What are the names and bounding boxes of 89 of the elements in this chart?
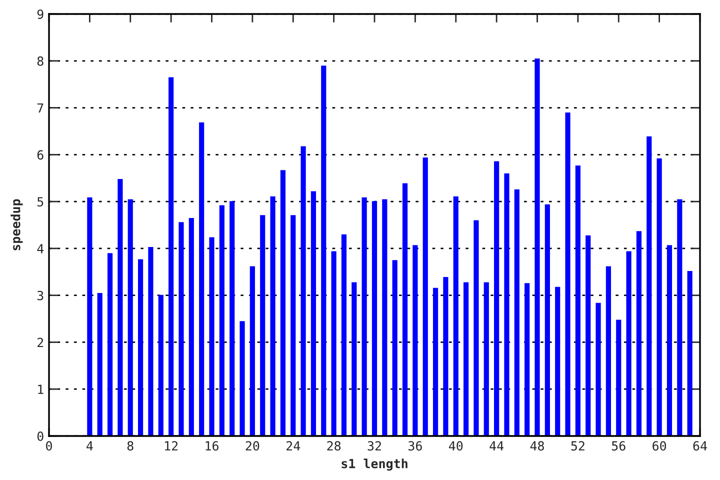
bar — [514, 189, 520, 436]
x-tick-label: 40 — [448, 441, 463, 451]
x-tick-label: 56 — [612, 441, 626, 451]
bar — [87, 197, 92, 436]
x-tick-label: 64 — [693, 441, 707, 451]
bar — [219, 205, 224, 436]
y-tick-label: 7 — [37, 103, 44, 113]
x-tick-label: 44 — [490, 441, 504, 450]
bar — [687, 270, 692, 436]
x-tick-label: 24 — [286, 441, 300, 450]
y-tick-label: 2 — [38, 338, 44, 348]
bar — [270, 196, 276, 436]
bar — [188, 218, 194, 436]
bar — [148, 247, 154, 436]
bar — [636, 231, 642, 436]
y-tick-label: 8 — [37, 56, 44, 66]
bar — [138, 259, 144, 436]
x-tick-label: 16 — [206, 441, 218, 451]
bar — [310, 191, 316, 436]
bar — [260, 215, 266, 436]
bar — [504, 173, 510, 436]
bar — [280, 170, 286, 436]
bar — [677, 199, 682, 436]
y-tick-label: 0 — [37, 432, 44, 441]
y-tick-label: 3 — [37, 290, 44, 300]
x-tick-label: 4 — [86, 441, 93, 450]
bar — [544, 204, 550, 436]
bar — [382, 199, 388, 436]
bar — [250, 266, 255, 436]
bar — [118, 179, 123, 436]
x-tick-label: 52 — [571, 441, 584, 451]
bar — [331, 251, 336, 436]
bar — [321, 66, 326, 436]
bar — [178, 222, 184, 436]
bar — [484, 282, 489, 436]
bar — [494, 161, 500, 436]
bar — [555, 286, 560, 436]
bar — [128, 199, 133, 436]
x-tick-label: 0 — [46, 441, 52, 451]
x-tick-label: 32 — [368, 441, 381, 451]
bar — [626, 251, 632, 436]
y-tick-label: 6 — [37, 150, 44, 160]
y-axis-title: speedup — [10, 199, 23, 250]
x-tick-label: 48 — [530, 441, 544, 451]
bar — [372, 201, 378, 436]
y-tick-label: 9 — [37, 10, 44, 19]
bar — [209, 237, 214, 436]
bar — [443, 277, 448, 436]
bar — [107, 253, 113, 436]
bar — [392, 260, 398, 436]
y-tick-label: 1 — [38, 384, 44, 394]
bar — [575, 165, 580, 436]
bar — [168, 77, 174, 436]
bar — [240, 321, 245, 436]
x-tick-label: 12 — [165, 441, 178, 450]
bar — [300, 146, 306, 436]
bar — [646, 136, 652, 436]
bar — [666, 245, 672, 436]
bar — [616, 320, 622, 436]
x-tick-label: 28 — [327, 441, 341, 451]
bar — [586, 235, 591, 436]
x-axis-title: s1 length — [342, 458, 408, 471]
bar — [565, 112, 570, 436]
y-tick-label: 4 — [37, 244, 44, 254]
bar — [341, 234, 347, 436]
bar — [534, 58, 540, 436]
bar — [97, 292, 102, 436]
bar — [464, 282, 469, 436]
bar — [606, 266, 611, 436]
y-tick-label: 5 — [37, 197, 44, 207]
x-tick-label: 36 — [408, 441, 422, 451]
bar — [453, 196, 458, 436]
bar — [656, 158, 662, 436]
x-tick-label: 8 — [127, 441, 134, 451]
bar — [402, 183, 408, 436]
x-tick-label: 20 — [246, 441, 260, 451]
bar — [596, 302, 601, 436]
bar — [432, 288, 438, 436]
bar — [422, 157, 428, 436]
bar — [230, 201, 235, 436]
bar — [352, 282, 357, 436]
bar — [158, 294, 164, 436]
x-tick-label: 60 — [652, 441, 666, 451]
bar — [199, 122, 204, 436]
bar — [412, 245, 418, 436]
bar — [524, 283, 530, 436]
bar — [362, 197, 367, 436]
bar — [290, 215, 296, 436]
bar — [474, 220, 479, 436]
